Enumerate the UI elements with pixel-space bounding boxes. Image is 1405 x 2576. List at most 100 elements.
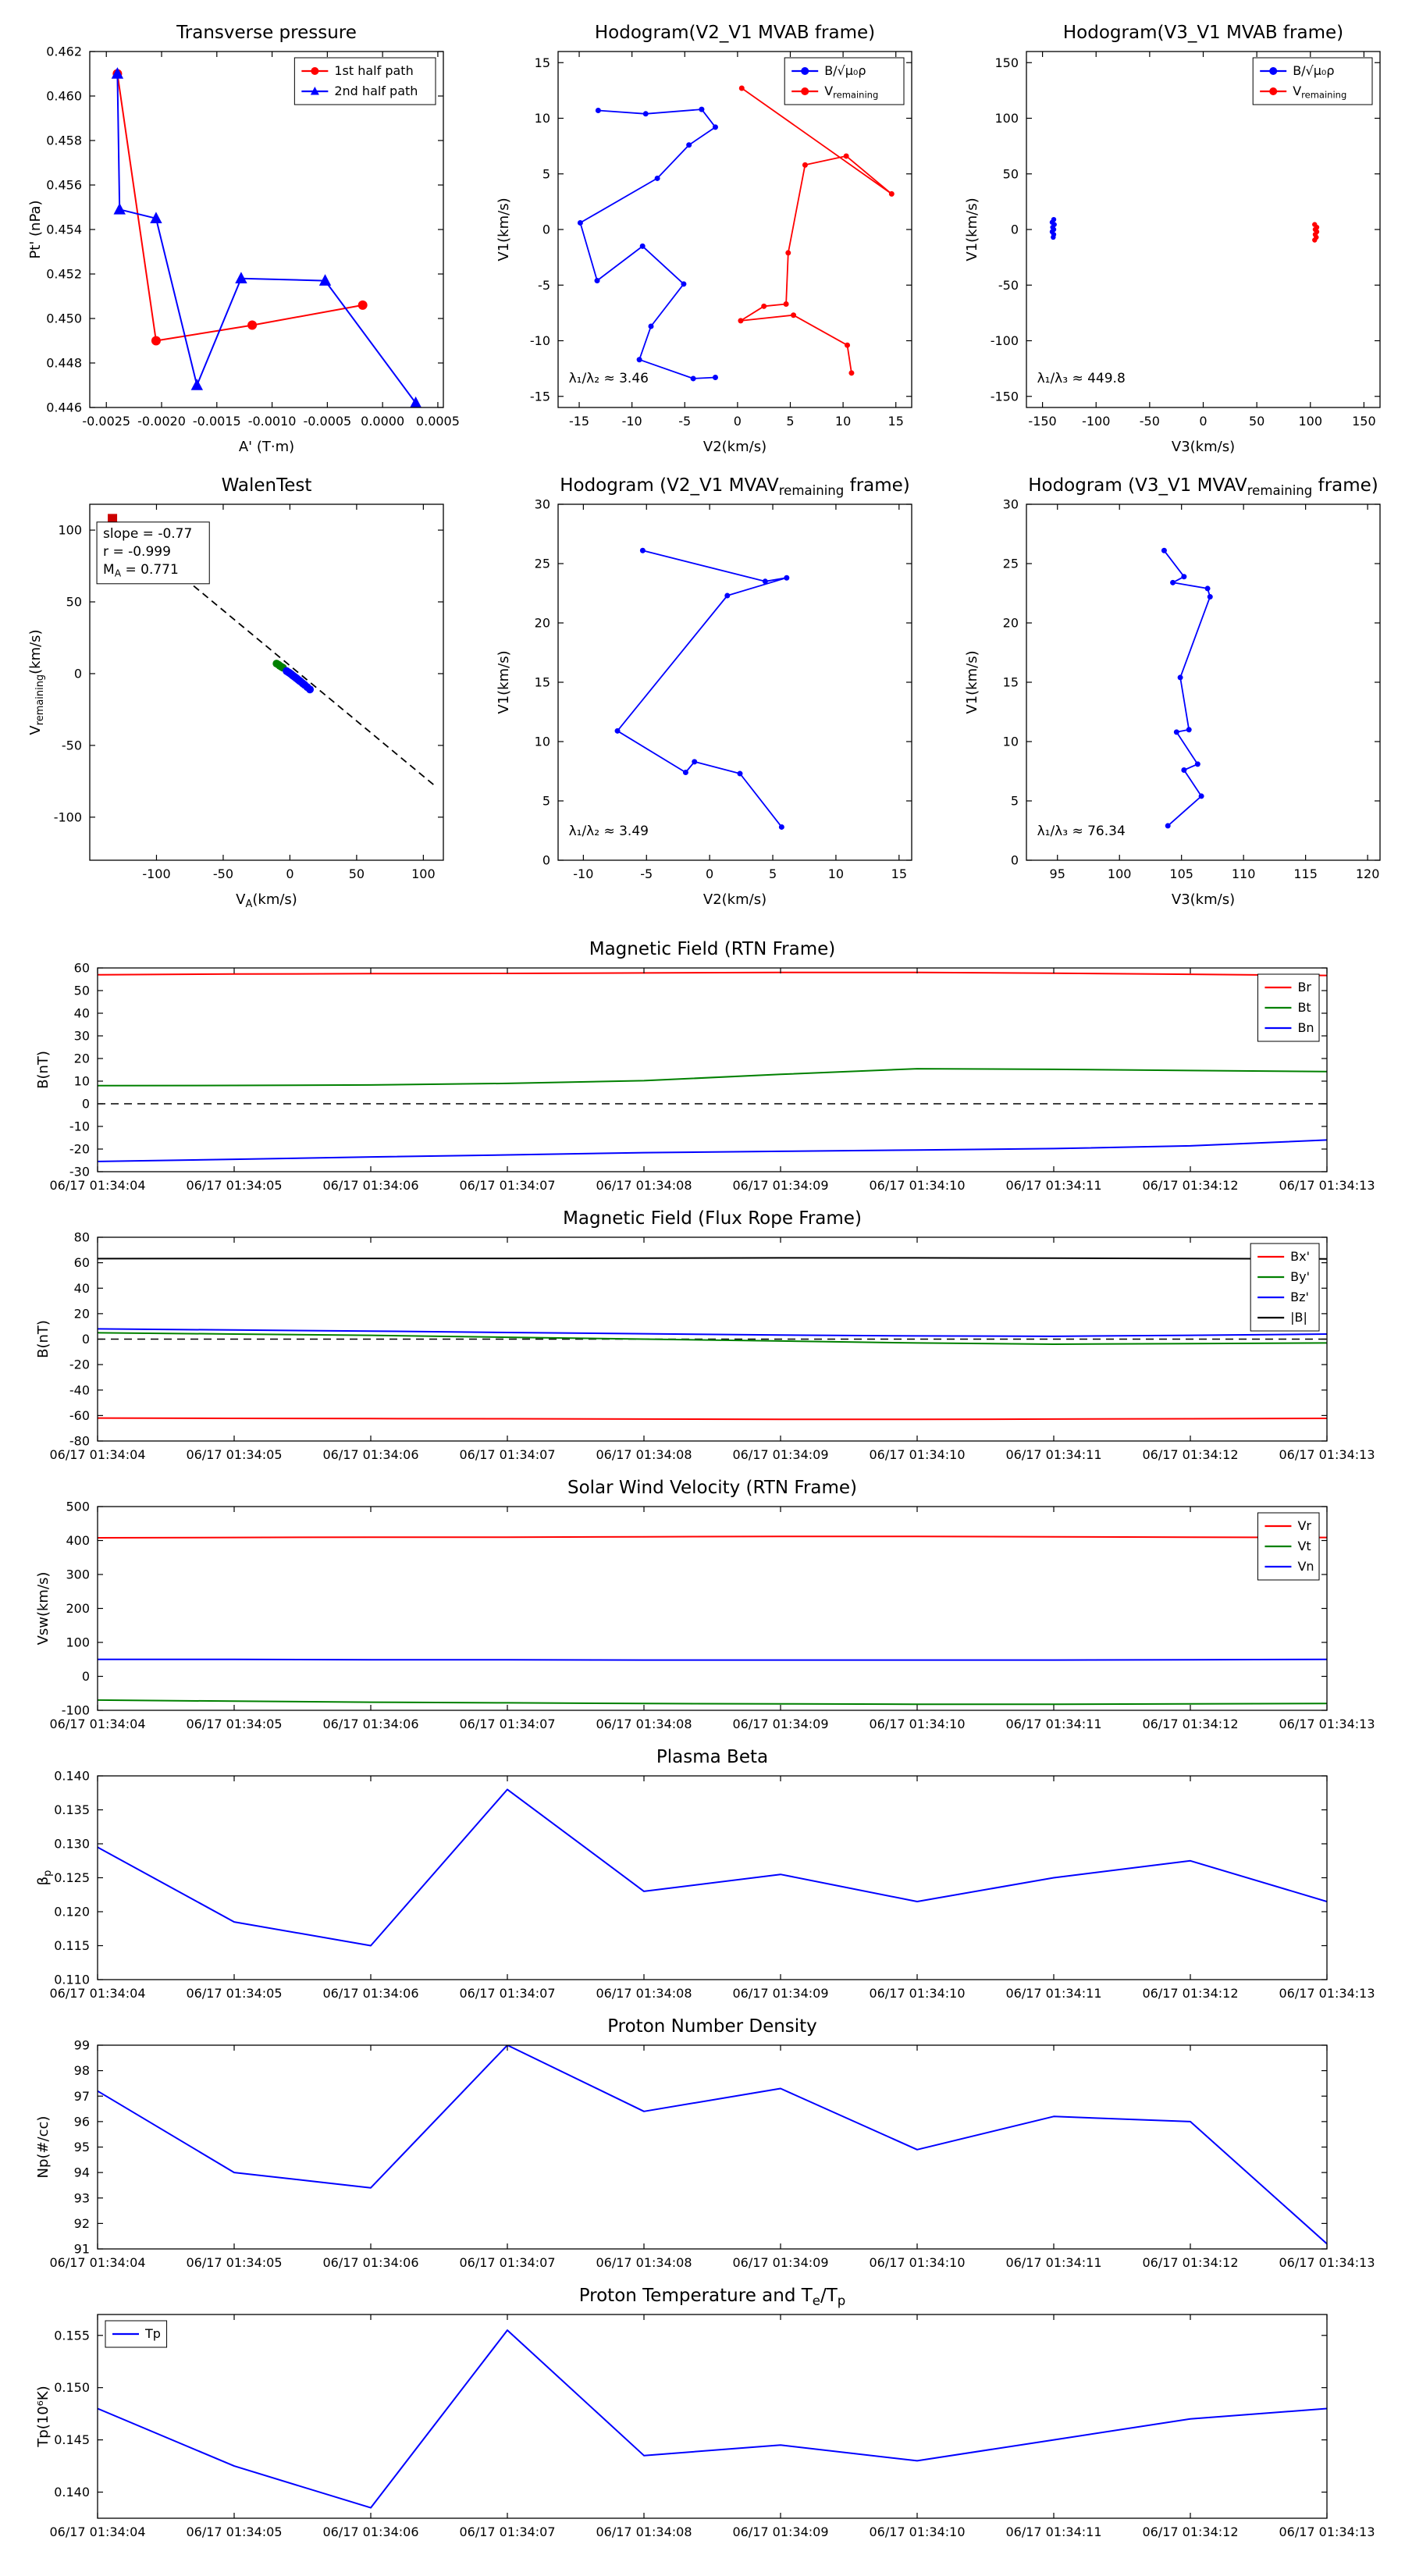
- svg-text:06/17 01:34:07: 06/17 01:34:07: [459, 1447, 555, 1462]
- svg-text:100: 100: [66, 1635, 90, 1650]
- svg-text:0.140: 0.140: [54, 1769, 90, 1784]
- svg-text:-10: -10: [622, 414, 642, 429]
- svg-text:150: 150: [1352, 414, 1376, 429]
- svg-text:5: 5: [542, 794, 550, 809]
- analysis-grid: -0.0025 -0.0020 -0.0015 -0.0010 -0.0005 0.000…: [0, 0, 1405, 916]
- svg-text:06/17 01:34:11: 06/17 01:34:11: [1005, 1178, 1101, 1193]
- plot-svg: 06/17 01:34:04 06/17 01:34:05 06/17 01:34:…: [35, 2016, 1375, 2270]
- svg-text:06/17 01:34:12: 06/17 01:34:12: [1142, 1717, 1238, 1731]
- svg-text:-80: -80: [69, 1434, 90, 1449]
- svg-text:100: 100: [1298, 414, 1322, 429]
- svg-text:06/17 01:34:13: 06/17 01:34:13: [1279, 1178, 1375, 1193]
- svg-text:06/17 01:34:05: 06/17 01:34:05: [186, 2255, 282, 2270]
- svg-text:0.450: 0.450: [46, 311, 82, 326]
- svg-text:Bx': Bx': [1290, 1249, 1310, 1264]
- svg-text:V3(km/s): V3(km/s): [1172, 891, 1235, 908]
- svg-text:0.155: 0.155: [54, 2328, 90, 2343]
- svg-text:B/√μ₀ρ: B/√μ₀ρ: [1293, 63, 1334, 78]
- svg-text:0.120: 0.120: [54, 1905, 90, 1920]
- svg-text:B(nT): B(nT): [35, 1051, 52, 1089]
- svg-text:15: 15: [888, 414, 904, 429]
- svg-text:-60: -60: [69, 1408, 90, 1423]
- svg-text:100: 100: [994, 111, 1019, 126]
- svg-text:Solar Wind Velocity (RTN Frame: Solar Wind Velocity (RTN Frame): [567, 1478, 857, 1498]
- svg-text:V3(km/s): V3(km/s): [1172, 439, 1235, 455]
- svg-text:0: 0: [1011, 222, 1019, 237]
- svg-text:06/17 01:34:09: 06/17 01:34:09: [732, 2255, 828, 2270]
- svg-text:Hodogram(V2_V1 MVAB frame): Hodogram(V2_V1 MVAB frame): [595, 23, 875, 43]
- svg-text:-15: -15: [530, 389, 550, 404]
- svg-text:Tp: Tp: [144, 2326, 161, 2341]
- svg-text:Bz': Bz': [1290, 1290, 1309, 1304]
- svg-text:06/17 01:34:07: 06/17 01:34:07: [459, 1178, 555, 1193]
- plot-svg: -0.0025 -0.0020 -0.0015 -0.0010 -0.0005 0.000…: [27, 23, 460, 455]
- svg-text:06/17 01:34:11: 06/17 01:34:11: [1005, 1447, 1101, 1462]
- svg-text:0.452: 0.452: [46, 267, 82, 282]
- svg-text:-20: -20: [69, 1142, 90, 1157]
- svg-text:-0.0025: -0.0025: [82, 414, 130, 429]
- plot-svg: 06/17 01:34:04 06/17 01:34:05 06/17 01:34:…: [35, 1208, 1375, 1462]
- svg-text:06/17 01:34:08: 06/17 01:34:08: [596, 2255, 692, 2270]
- chart-magnetic-field-rtn: 06/17 01:34:04 06/17 01:34:05 06/17 01:34:…: [16, 930, 1389, 1200]
- svg-text:06/17 01:34:05: 06/17 01:34:05: [186, 1178, 282, 1193]
- svg-text:60: 60: [74, 1255, 90, 1270]
- svg-text:30: 30: [535, 497, 550, 512]
- svg-text:λ₁/λ₃ ≈ 76.34: λ₁/λ₃ ≈ 76.34: [1037, 824, 1126, 839]
- svg-text:-150: -150: [1028, 414, 1056, 429]
- svg-text:15: 15: [891, 866, 907, 881]
- svg-text:06/17 01:34:07: 06/17 01:34:07: [459, 2524, 555, 2539]
- plot-svg: 06/17 01:34:04 06/17 01:34:05 06/17 01:34:…: [35, 939, 1375, 1193]
- svg-text:WalenTest: WalenTest: [222, 475, 312, 496]
- svg-text:10: 10: [1003, 735, 1019, 749]
- svg-text:MA = 0.771: MA = 0.771: [103, 562, 179, 579]
- plot-svg: 06/17 01:34:04 06/17 01:34:05 06/17 01:34:…: [35, 2286, 1375, 2539]
- plot-svg: 95 100 105 110 115 120 0 5 10 15 20 25 30 Hodogram (V…: [964, 475, 1381, 908]
- svg-text:βp: βp: [35, 1870, 54, 1886]
- svg-text:-15: -15: [569, 414, 589, 429]
- svg-text:0: 0: [286, 866, 293, 881]
- svg-text:Bt: Bt: [1297, 1000, 1311, 1015]
- svg-text:λ₁/λ₂ ≈ 3.49: λ₁/λ₂ ≈ 3.49: [569, 824, 649, 839]
- svg-text:200: 200: [66, 1601, 90, 1616]
- svg-text:0.115: 0.115: [54, 1938, 90, 1953]
- svg-text:110: 110: [1232, 866, 1256, 881]
- svg-text:06/17 01:34:06: 06/17 01:34:06: [322, 2255, 418, 2270]
- svg-text:0: 0: [706, 866, 713, 881]
- svg-text:Pt' (nPa): Pt' (nPa): [27, 200, 44, 258]
- svg-text:-10: -10: [573, 866, 593, 881]
- svg-text:Vr: Vr: [1297, 1518, 1311, 1533]
- svg-text:Magnetic Field (RTN Frame): Magnetic Field (RTN Frame): [589, 939, 836, 959]
- svg-text:V2(km/s): V2(km/s): [703, 439, 767, 455]
- svg-text:30: 30: [74, 1029, 90, 1044]
- svg-text:97: 97: [74, 2089, 90, 2104]
- svg-text:-5: -5: [640, 866, 653, 881]
- svg-text:100: 100: [411, 866, 436, 881]
- svg-text:06/17 01:34:07: 06/17 01:34:07: [459, 2255, 555, 2270]
- svg-text:25: 25: [1003, 557, 1019, 571]
- svg-text:V1(km/s): V1(km/s): [964, 197, 980, 261]
- svg-text:06/17 01:34:10: 06/17 01:34:10: [869, 2524, 965, 2539]
- svg-text:500: 500: [66, 1500, 90, 1514]
- svg-text:B/√μ₀ρ: B/√μ₀ρ: [824, 63, 866, 78]
- svg-text:-10: -10: [530, 333, 550, 348]
- svg-text:-5: -5: [678, 414, 691, 429]
- svg-text:5: 5: [786, 414, 794, 429]
- svg-text:06/17 01:34:10: 06/17 01:34:10: [869, 1986, 965, 2001]
- svg-text:5: 5: [542, 166, 550, 181]
- svg-text:Proton Temperature and Te/Tp: Proton Temperature and Te/Tp: [579, 2286, 846, 2308]
- svg-text:60: 60: [74, 961, 90, 976]
- svg-text:06/17 01:34:09: 06/17 01:34:09: [732, 1447, 828, 1462]
- svg-text:06/17 01:34:08: 06/17 01:34:08: [596, 1986, 692, 2001]
- svg-text:94: 94: [74, 2165, 90, 2180]
- svg-text:Vt: Vt: [1297, 1539, 1311, 1553]
- plot-svg: -10 -5 0 5 10 15 0 5 10 15 20 25 30 Hodogram (V2_V1 M…: [496, 475, 912, 908]
- svg-text:06/17 01:34:13: 06/17 01:34:13: [1279, 1986, 1375, 2001]
- svg-text:15: 15: [1003, 675, 1019, 690]
- svg-text:λ₁/λ₂ ≈ 3.46: λ₁/λ₂ ≈ 3.46: [569, 371, 649, 386]
- svg-text:98: 98: [74, 2063, 90, 2078]
- svg-text:0: 0: [1199, 414, 1207, 429]
- svg-text:0: 0: [1011, 853, 1019, 868]
- chart-proton-number-density: 06/17 01:34:04 06/17 01:34:05 06/17 01:34:…: [16, 2008, 1389, 2277]
- svg-text:25: 25: [535, 557, 550, 571]
- svg-text:06/17 01:34:07: 06/17 01:34:07: [459, 1717, 555, 1731]
